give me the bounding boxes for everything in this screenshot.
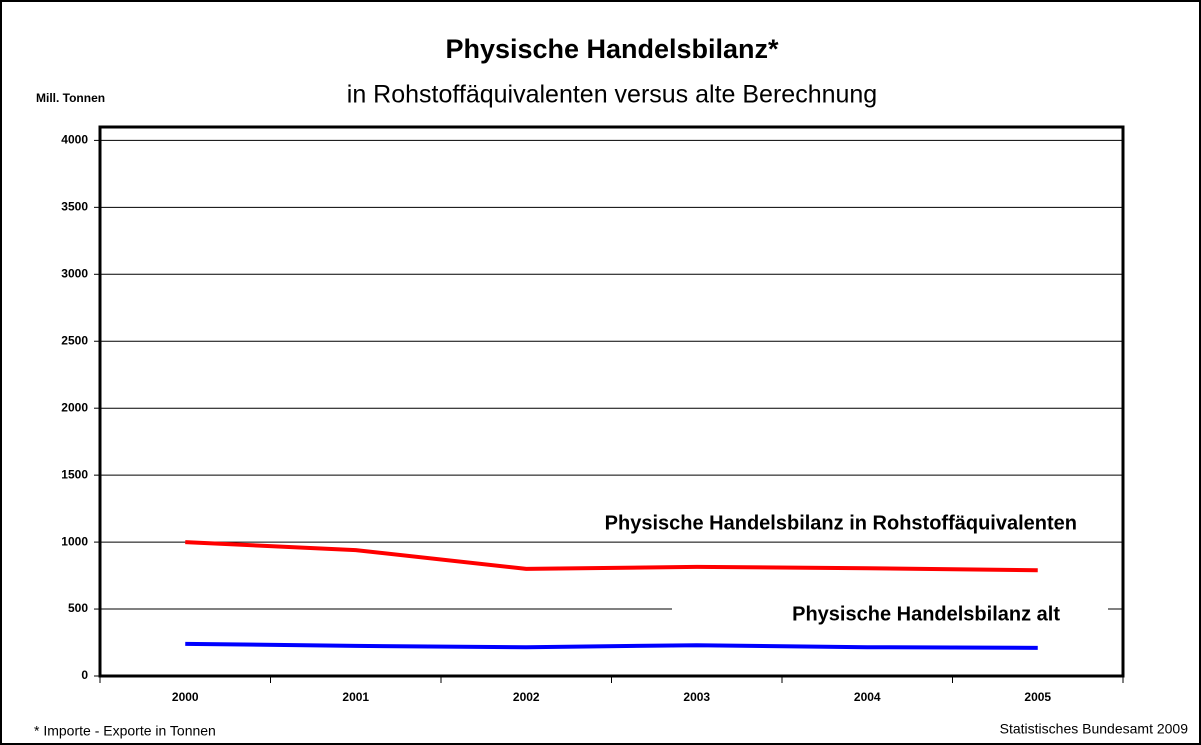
label-background bbox=[672, 599, 1108, 631]
y-tick-label: 2000 bbox=[61, 400, 88, 414]
y-tick-label: 3500 bbox=[61, 200, 88, 214]
series-line bbox=[185, 540, 1038, 573]
series-label: Physische Handelsbilanz in Rohstoffäquiv… bbox=[605, 512, 1077, 534]
source: Statistisches Bundesamt 2009 bbox=[1000, 721, 1189, 737]
series-label: Physische Handelsbilanz alt bbox=[792, 603, 1060, 625]
y-tick-label: 2500 bbox=[61, 333, 88, 347]
x-tick-label: 2004 bbox=[854, 690, 881, 704]
x-tick-label: 2001 bbox=[342, 690, 369, 704]
label-background bbox=[493, 508, 1110, 540]
y-tick-label: 1500 bbox=[61, 467, 88, 481]
y-axis-label: Mill. Tonnen bbox=[36, 91, 105, 105]
chart-subtitle: in Rohstoffäquivalenten versus alte Bere… bbox=[347, 81, 877, 109]
x-tick-label: 2005 bbox=[1024, 690, 1051, 704]
y-tick-label: 3000 bbox=[61, 266, 88, 280]
y-tick-label: 1000 bbox=[61, 534, 88, 548]
y-tick-label: 4000 bbox=[61, 133, 88, 147]
y-tick-label: 0 bbox=[81, 668, 88, 682]
x-tick-label: 2000 bbox=[172, 690, 199, 704]
y-tick-label: 500 bbox=[68, 601, 88, 615]
x-tick-label: 2003 bbox=[683, 690, 710, 704]
plot-frame bbox=[98, 125, 1125, 678]
footnote: * Importe - Exporte in Tonnen bbox=[34, 723, 216, 739]
series-line bbox=[185, 641, 1038, 650]
x-tick-label: 2002 bbox=[513, 690, 540, 704]
chart-title: Physische Handelsbilanz* bbox=[445, 34, 779, 64]
